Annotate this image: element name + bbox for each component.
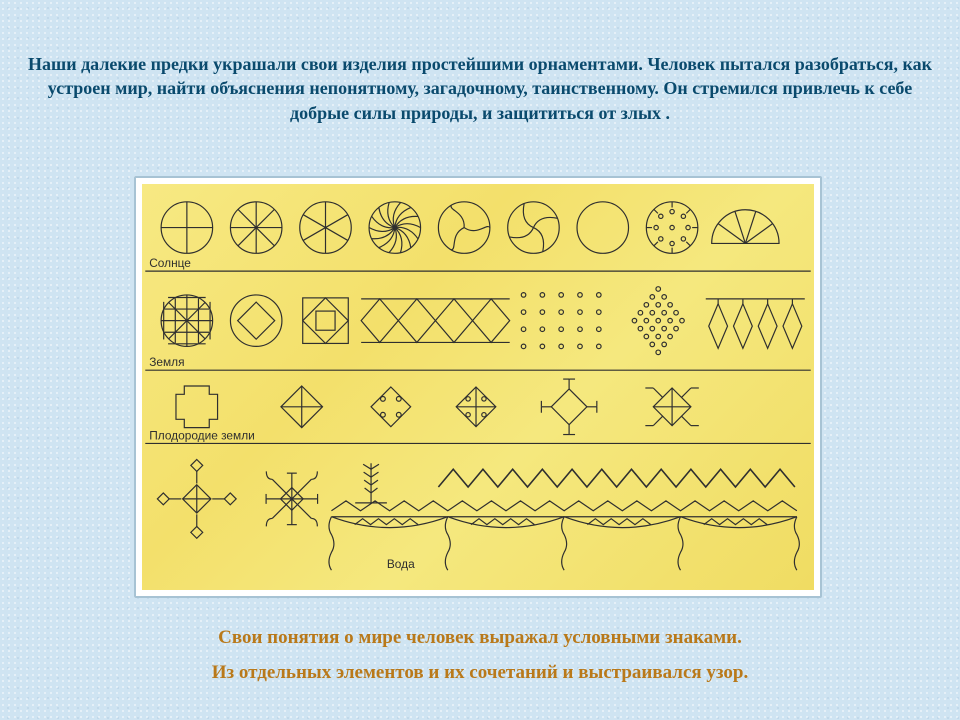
conclusion: Свои понятия о мире человек выражал усло… [0, 625, 960, 686]
intro-paragraph: Наши далекие предки украшали свои издели… [0, 52, 960, 125]
ornament-diagram: Солнце Земля Плодородие земли Вода [142, 184, 814, 590]
svg-text:Солнце: Солнце [149, 256, 191, 270]
svg-text:Земля: Земля [149, 355, 184, 369]
conclusion-line-1: Свои понятия о мире человек выражал усло… [24, 625, 936, 651]
ornament-svg: Солнце Земля Плодородие земли Вода [142, 184, 814, 590]
conclusion-line-2: Из отдельных элементов и их сочетаний и … [24, 660, 936, 686]
svg-text:Плодородие земли: Плодородие земли [149, 428, 255, 442]
diagram-frame: Солнце Земля Плодородие земли Вода [134, 176, 822, 598]
svg-text:Вода: Вода [387, 557, 415, 571]
